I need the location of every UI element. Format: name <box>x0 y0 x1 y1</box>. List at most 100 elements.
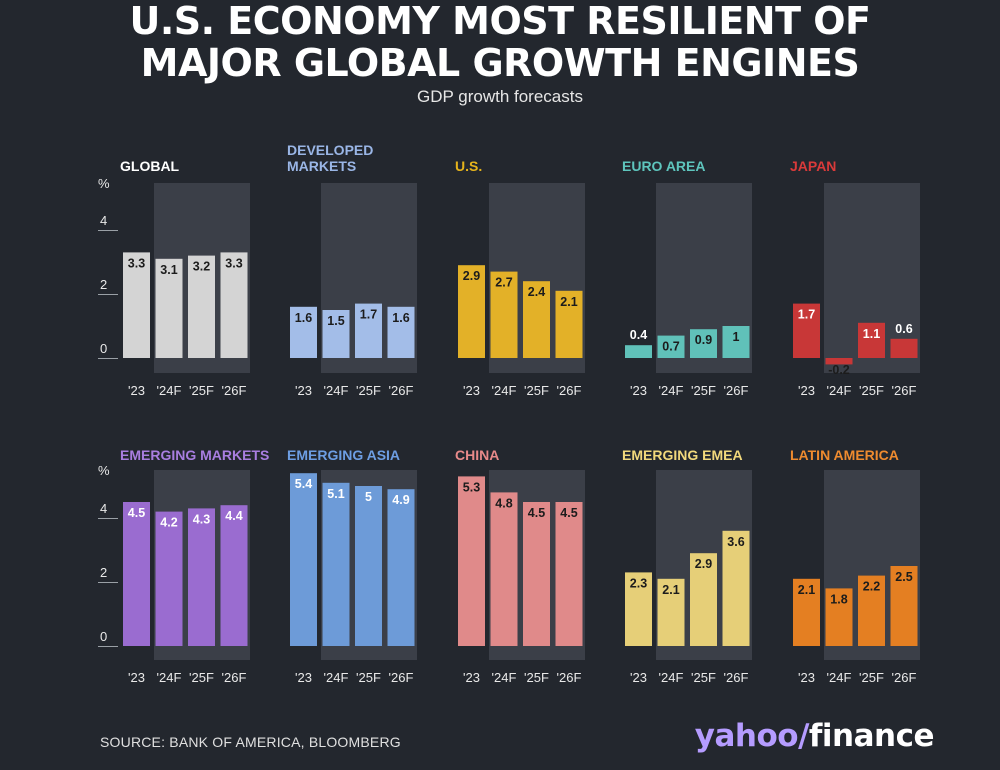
logo-finance: finance <box>808 718 935 754</box>
panel-title-china: CHINA <box>455 447 499 463</box>
bar-euro-area-3 <box>722 326 750 358</box>
bar-emerging-asia-1 <box>322 482 350 646</box>
x-tick-label-global-2: '25F <box>189 383 214 398</box>
value-label-emerging-markets-2: 4.3 <box>193 512 210 526</box>
x-tick-label-emerging-asia-1: '24F <box>324 670 349 685</box>
value-label-emerging-asia-0: 5.4 <box>295 477 312 491</box>
bar-emerging-asia-3 <box>387 489 415 646</box>
value-label-latin-america-3: 2.5 <box>895 570 912 584</box>
value-label-emerging-emea-0: 2.3 <box>630 576 647 590</box>
bar-emerging-markets-2 <box>188 508 215 646</box>
bar-developed-markets-3 <box>387 306 415 358</box>
bar-emerging-emea-1 <box>657 578 685 646</box>
logo-slash: / <box>798 718 809 754</box>
value-label-global-1: 3.1 <box>160 263 177 277</box>
value-label-developed-markets-2: 1.7 <box>360 308 377 322</box>
value-label-china-3: 4.5 <box>560 506 577 520</box>
panel-title-developed-markets-line-2: MARKETS <box>287 158 356 174</box>
bar-latin-america-3 <box>890 566 918 646</box>
yahoo-finance-logo: yahoo/finance <box>694 718 935 754</box>
y-tick-label-0: 0 <box>100 341 107 356</box>
chart-title-line-2: MAJOR GLOBAL GROWTH ENGINES <box>140 41 860 85</box>
bar-global-3 <box>220 252 248 358</box>
x-tick-label-latin-america-1: '24F <box>827 670 852 685</box>
value-label-euro-area-3: 1 <box>733 330 740 344</box>
bar-japan-1 <box>825 358 853 365</box>
bar-euro-area-1 <box>657 335 685 358</box>
bar-latin-america-1 <box>825 588 853 646</box>
value-label-emerging-emea-2: 2.9 <box>695 557 712 571</box>
x-tick-label-china-0: '23 <box>463 670 480 685</box>
bar-developed-markets-1 <box>322 310 350 358</box>
value-label-emerging-emea-1: 2.1 <box>662 583 679 597</box>
bar-emerging-asia-0 <box>290 473 317 646</box>
x-tick-label-emerging-asia-0: '23 <box>295 670 312 685</box>
y-unit-label: % <box>98 463 110 478</box>
value-label-u-s--0: 2.9 <box>463 269 480 283</box>
panel-title-developed-markets-line-1: DEVELOPED <box>287 142 373 158</box>
bar-euro-area-2 <box>690 329 717 358</box>
x-tick-label-emerging-emea-2: '25F <box>691 670 716 685</box>
x-tick-label-japan-1: '24F <box>827 383 852 398</box>
bar-emerging-emea-0 <box>625 572 652 646</box>
bar-u-s--0 <box>458 265 485 358</box>
y-unit-label: % <box>98 176 110 191</box>
bar-global-0 <box>123 252 150 358</box>
x-tick-label-china-3: '26F <box>557 670 582 685</box>
x-tick-label-emerging-asia-3: '26F <box>389 670 414 685</box>
source-note: SOURCE: BANK OF AMERICA, BLOOMBERG <box>100 734 401 750</box>
x-tick-label-japan-0: '23 <box>798 383 815 398</box>
panel-title-emerging-emea: EMERGING EMEA <box>622 447 743 463</box>
x-tick-label-emerging-asia-2: '25F <box>356 670 381 685</box>
bar-china-1 <box>490 492 518 646</box>
bar-japan-0 <box>793 303 820 358</box>
x-tick-label-emerging-markets-0: '23 <box>128 670 145 685</box>
x-tick-label-emerging-emea-1: '24F <box>659 670 684 685</box>
panel-title-emerging-asia: EMERGING ASIA <box>287 447 400 463</box>
value-label-latin-america-2: 2.2 <box>863 580 880 594</box>
value-label-developed-markets-0: 1.6 <box>295 311 312 325</box>
x-tick-label-china-1: '24F <box>492 670 517 685</box>
value-label-euro-area-0: 0.4 <box>630 328 647 342</box>
panel-title-japan: JAPAN <box>790 158 836 174</box>
x-tick-label-euro-area-3: '26F <box>724 383 749 398</box>
value-label-euro-area-2: 0.9 <box>695 333 712 347</box>
bar-global-2 <box>188 255 215 358</box>
value-label-china-2: 4.5 <box>528 506 545 520</box>
value-label-japan-2: 1.1 <box>863 327 880 341</box>
value-label-latin-america-1: 1.8 <box>830 592 847 606</box>
panel-title-global: GLOBAL <box>120 158 180 174</box>
bar-u-s--2 <box>523 281 550 358</box>
x-tick-label-global-0: '23 <box>128 383 145 398</box>
x-tick-label-global-3: '26F <box>222 383 247 398</box>
x-tick-label-euro-area-0: '23 <box>630 383 647 398</box>
bar-u-s--3 <box>555 290 583 358</box>
x-tick-label-u-s--1: '24F <box>492 383 517 398</box>
value-label-global-0: 3.3 <box>128 256 145 270</box>
x-tick-label-emerging-emea-3: '26F <box>724 670 749 685</box>
x-tick-label-emerging-emea-0: '23 <box>630 670 647 685</box>
value-label-china-0: 5.3 <box>463 480 480 494</box>
value-label-japan-1: -0.2 <box>828 363 850 377</box>
x-tick-label-u-s--0: '23 <box>463 383 480 398</box>
x-tick-label-latin-america-3: '26F <box>892 670 917 685</box>
bar-japan-3 <box>890 338 918 358</box>
bar-developed-markets-2 <box>355 303 382 358</box>
value-label-japan-0: 1.7 <box>798 308 815 322</box>
y-tick-label-2: 2 <box>100 277 107 292</box>
value-label-japan-3: 0.6 <box>895 322 912 336</box>
bar-china-3 <box>555 502 583 646</box>
x-tick-label-japan-2: '25F <box>859 383 884 398</box>
logo-yahoo: yahoo <box>694 718 799 754</box>
x-tick-label-euro-area-1: '24F <box>659 383 684 398</box>
panel-title-latin-america: LATIN AMERICA <box>790 447 899 463</box>
y-tick-label-4: 4 <box>100 501 107 516</box>
y-tick-label-0: 0 <box>100 629 107 644</box>
x-tick-label-developed-markets-2: '25F <box>356 383 381 398</box>
bar-emerging-markets-0 <box>123 502 150 646</box>
value-label-emerging-asia-3: 4.9 <box>392 493 409 507</box>
chart-title-line-1: U.S. ECONOMY MOST RESILIENT OF <box>129 0 871 43</box>
value-label-global-2: 3.2 <box>193 260 210 274</box>
x-tick-label-emerging-markets-2: '25F <box>189 670 214 685</box>
